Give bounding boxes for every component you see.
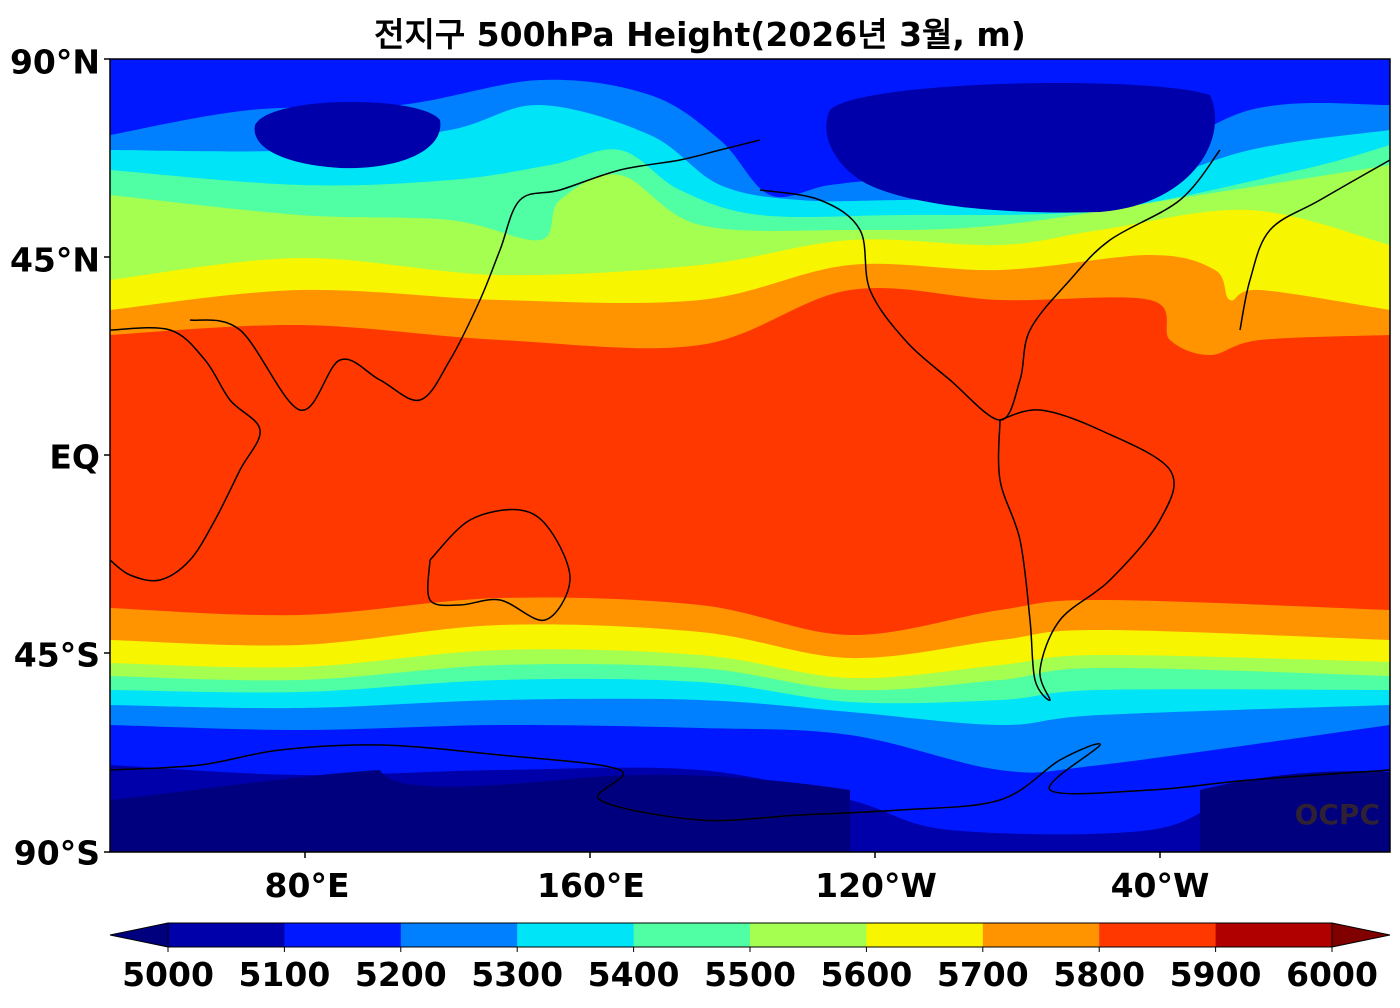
colorbar-segment: [284, 923, 402, 947]
colorbar-segment: [750, 923, 867, 947]
x-tick-label: 80°E: [264, 866, 350, 905]
contour-band: [1200, 771, 1390, 852]
x-tick-label: 40°W: [1110, 866, 1210, 905]
colorbar-tick-label: 6000: [1286, 955, 1378, 994]
colorbar-tick-label: 5500: [704, 955, 796, 994]
x-tick-label: 160°E: [537, 866, 645, 905]
contour-band: [254, 101, 441, 169]
colorbar-tick-label: 5800: [1053, 955, 1146, 994]
y-tick-label: 90°N: [9, 42, 100, 82]
coastline: [1239, 159, 1391, 331]
colorbar-segment: [982, 923, 1100, 947]
colorbar-tick-label: 5100: [238, 955, 331, 994]
colorbar-tick-label: 5400: [587, 955, 680, 994]
ocpc-watermark: OCPC: [1295, 798, 1380, 831]
coastline: [189, 139, 761, 411]
coastlines: [109, 139, 1391, 822]
colorbar-tick-label: 5900: [1169, 955, 1262, 994]
y-tick-label: 90°S: [13, 833, 100, 873]
y-tick-label: EQ: [49, 437, 100, 477]
colorbar-segment: [1099, 923, 1217, 947]
coastline: [109, 743, 1391, 822]
colorbar-segment: [866, 923, 984, 947]
colorbar-tick-label: 5300: [471, 955, 564, 994]
coastline: [997, 409, 1175, 701]
colorbar-over-arrow: [1331, 922, 1391, 948]
colorbar-under-arrow: [109, 922, 169, 948]
colorbar-segment: [1215, 923, 1333, 947]
colorbar-tick-label: 5700: [936, 955, 1029, 994]
colorbar-segment: [400, 923, 518, 947]
colorbar-tick-label: 5200: [354, 955, 447, 994]
coastline: [109, 327, 261, 582]
contour-band: [110, 770, 850, 852]
chart-title: 전지구 500hPa Height(2026년 3월, m): [374, 15, 1026, 54]
coastline: [427, 508, 571, 621]
y-tick-label: 45°N: [9, 240, 100, 280]
colorbar-tick-label: 5000: [122, 955, 214, 994]
x-tick-label: 120°W: [815, 866, 937, 905]
colorbar-segment: [168, 923, 285, 947]
colorbar: [109, 922, 1391, 952]
contour-bands: [110, 59, 1390, 852]
colorbar-segment: [633, 923, 751, 947]
contour-band: [826, 83, 1216, 213]
colorbar-tick-label: 5600: [820, 955, 913, 994]
colorbar-segment: [517, 923, 635, 947]
y-tick-label: 45°S: [13, 635, 100, 675]
